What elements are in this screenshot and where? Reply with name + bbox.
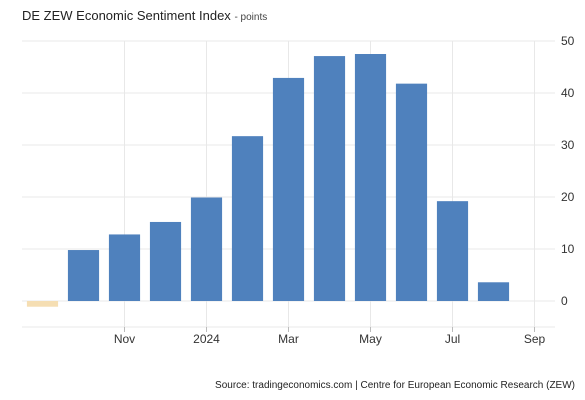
y-tick-label: 0 bbox=[561, 294, 568, 308]
y-tick-label: 20 bbox=[561, 190, 575, 204]
bar bbox=[231, 136, 264, 301]
x-axis: Nov 2024 Mar May Jul Sep bbox=[114, 327, 546, 346]
y-tick-label: 40 bbox=[561, 86, 575, 100]
bar bbox=[354, 54, 387, 301]
chart-unit: - points bbox=[234, 12, 268, 23]
bar bbox=[190, 197, 223, 301]
x-tick-label: Sep bbox=[524, 332, 546, 346]
x-tick-label: 2024 bbox=[193, 332, 220, 346]
bar bbox=[436, 201, 469, 301]
chart-title-text: DE ZEW Economic Sentiment Index bbox=[22, 8, 231, 23]
bar bbox=[149, 221, 182, 301]
bar-chart: 0 10 20 30 40 50 Nov 2024 Mar May Jul Sep bbox=[22, 34, 575, 346]
chart-title: DE ZEW Economic Sentiment Index - points bbox=[22, 8, 267, 23]
bar bbox=[26, 301, 59, 307]
bar bbox=[477, 282, 510, 301]
y-axis: 0 10 20 30 40 50 bbox=[561, 34, 575, 308]
y-tick-label: 10 bbox=[561, 242, 575, 256]
y-tick-label: 30 bbox=[561, 138, 575, 152]
x-tick-label: Nov bbox=[114, 332, 135, 346]
x-tick-label: Jul bbox=[445, 332, 460, 346]
bars bbox=[26, 54, 510, 307]
bar bbox=[395, 83, 428, 301]
x-tick-label: Mar bbox=[278, 332, 299, 346]
x-tick-label: May bbox=[359, 332, 382, 346]
bar bbox=[108, 234, 141, 301]
y-tick-label: 50 bbox=[561, 34, 575, 48]
bar bbox=[313, 56, 346, 301]
bar bbox=[272, 77, 305, 301]
source-note: Source: tradingeconomics.com | Centre fo… bbox=[215, 380, 575, 391]
bar bbox=[67, 250, 100, 301]
